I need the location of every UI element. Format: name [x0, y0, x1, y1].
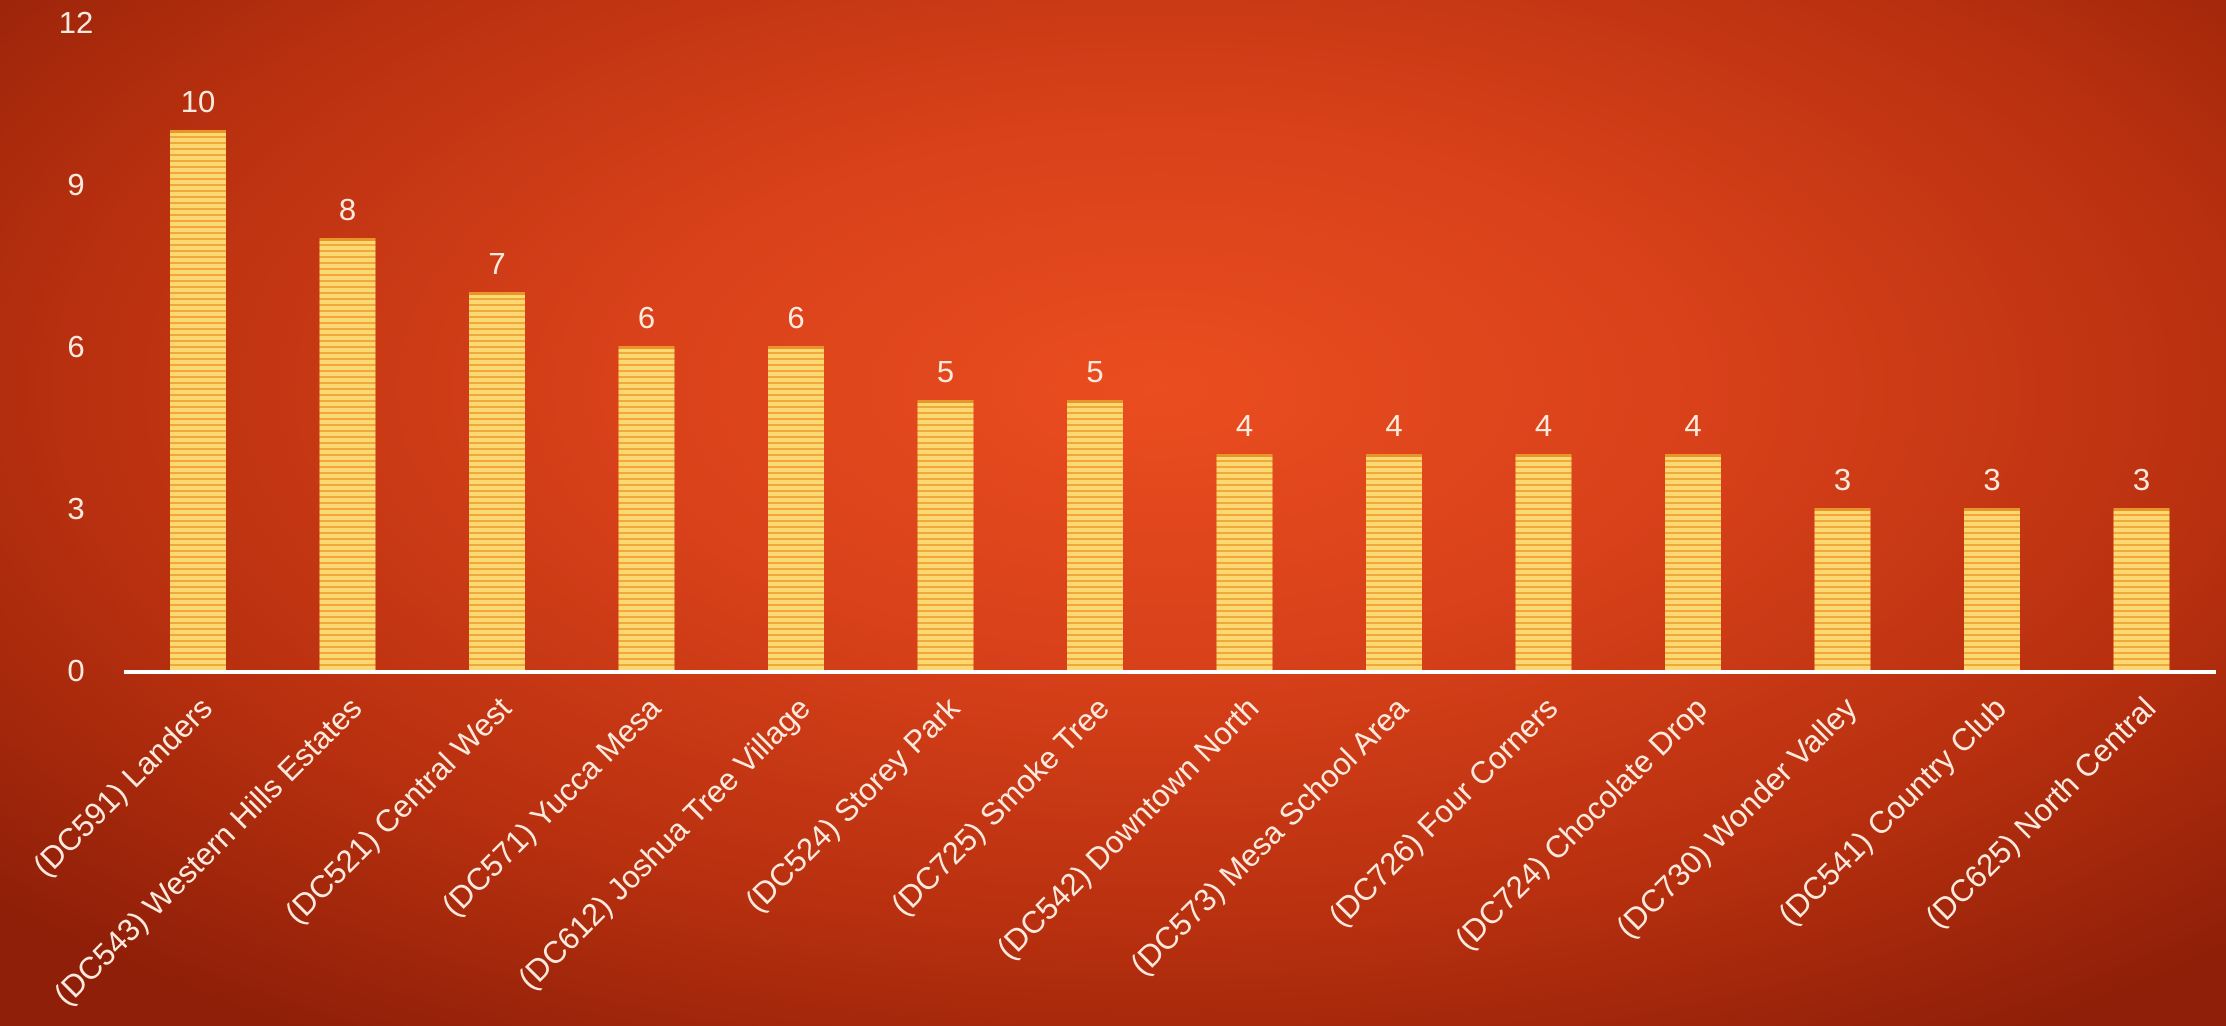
bar	[768, 346, 824, 670]
bar	[469, 292, 525, 670]
bar-top-edge	[2113, 508, 2170, 511]
bar-top-edge	[1515, 454, 1572, 457]
bar	[1366, 454, 1422, 670]
bar-top-edge	[469, 292, 525, 295]
data-label: 3	[1983, 462, 2000, 497]
bar-top-edge	[1665, 454, 1721, 457]
bar	[2113, 508, 2170, 670]
data-label: 10	[181, 84, 215, 119]
bar	[1964, 508, 2020, 670]
data-label: 4	[1236, 408, 1253, 443]
bar-top-edge	[768, 346, 824, 349]
category-label: (DC573) Mesa School Area	[1123, 690, 1415, 982]
bar-top-edge	[917, 400, 974, 403]
bar-fill	[1216, 454, 1273, 670]
bar-fill	[917, 400, 974, 670]
bar-top-edge	[618, 346, 675, 349]
bar	[1515, 454, 1572, 670]
bar	[618, 346, 675, 670]
category-labels: (DC591) Landers(DC543) Western Hills Est…	[26, 690, 2162, 1012]
bar	[1665, 454, 1721, 670]
bar	[319, 238, 376, 670]
bar-fill	[1665, 454, 1721, 670]
bar-fill	[1366, 454, 1422, 670]
bar	[1216, 454, 1273, 670]
bar	[917, 400, 974, 670]
bar-top-edge	[1366, 454, 1422, 457]
bar-fill	[618, 346, 675, 670]
category-label: (DC542) Downtown North	[990, 690, 1266, 966]
category-label: (DC724) Chocolate Drop	[1448, 690, 1714, 956]
y-tick-label: 12	[59, 5, 93, 40]
y-axis-ticks: 0 3 6 9 12	[59, 5, 93, 688]
data-label: 3	[1834, 462, 1851, 497]
y-tick-label: 0	[67, 653, 84, 688]
bar-top-edge	[1216, 454, 1273, 457]
bar-fill	[1067, 400, 1123, 670]
y-tick-label: 3	[67, 491, 84, 526]
category-label: (DC612) Joshua Tree Village	[511, 690, 817, 996]
data-label: 4	[1684, 408, 1701, 443]
data-label: 6	[787, 300, 804, 335]
data-label: 5	[1086, 354, 1103, 389]
bar-fill	[170, 130, 226, 670]
bar-fill	[469, 292, 525, 670]
bar-fill	[2113, 508, 2170, 670]
bar	[1067, 400, 1123, 670]
y-tick-label: 6	[67, 329, 84, 364]
category-label: (DC730) Wonder Valley	[1609, 690, 1864, 945]
bar	[170, 130, 226, 670]
data-label: 5	[937, 354, 954, 389]
bar-fill	[319, 238, 376, 670]
data-label: 8	[339, 192, 356, 227]
bar-top-edge	[1964, 508, 2020, 511]
data-label: 7	[488, 246, 505, 281]
bar-top-edge	[170, 130, 226, 133]
bar-top-edge	[319, 238, 376, 241]
category-label: (DC543) Western Hills Estates	[47, 690, 369, 1012]
bar-fill	[768, 346, 824, 670]
bar-fill	[1814, 508, 1871, 670]
data-label: 6	[638, 300, 655, 335]
data-label: 4	[1535, 408, 1552, 443]
bar-fill	[1515, 454, 1572, 670]
bar-fill	[1964, 508, 2020, 670]
bar	[1814, 508, 1871, 670]
y-tick-label: 9	[67, 167, 84, 202]
bar-top-edge	[1067, 400, 1123, 403]
data-label: 4	[1385, 408, 1402, 443]
data-label: 3	[2133, 462, 2150, 497]
data-labels: 10 8 7 6 6 5 5 4 4 4 4 3 3 3	[181, 84, 2150, 497]
bars	[170, 130, 2170, 670]
bar-top-edge	[1814, 508, 1871, 511]
